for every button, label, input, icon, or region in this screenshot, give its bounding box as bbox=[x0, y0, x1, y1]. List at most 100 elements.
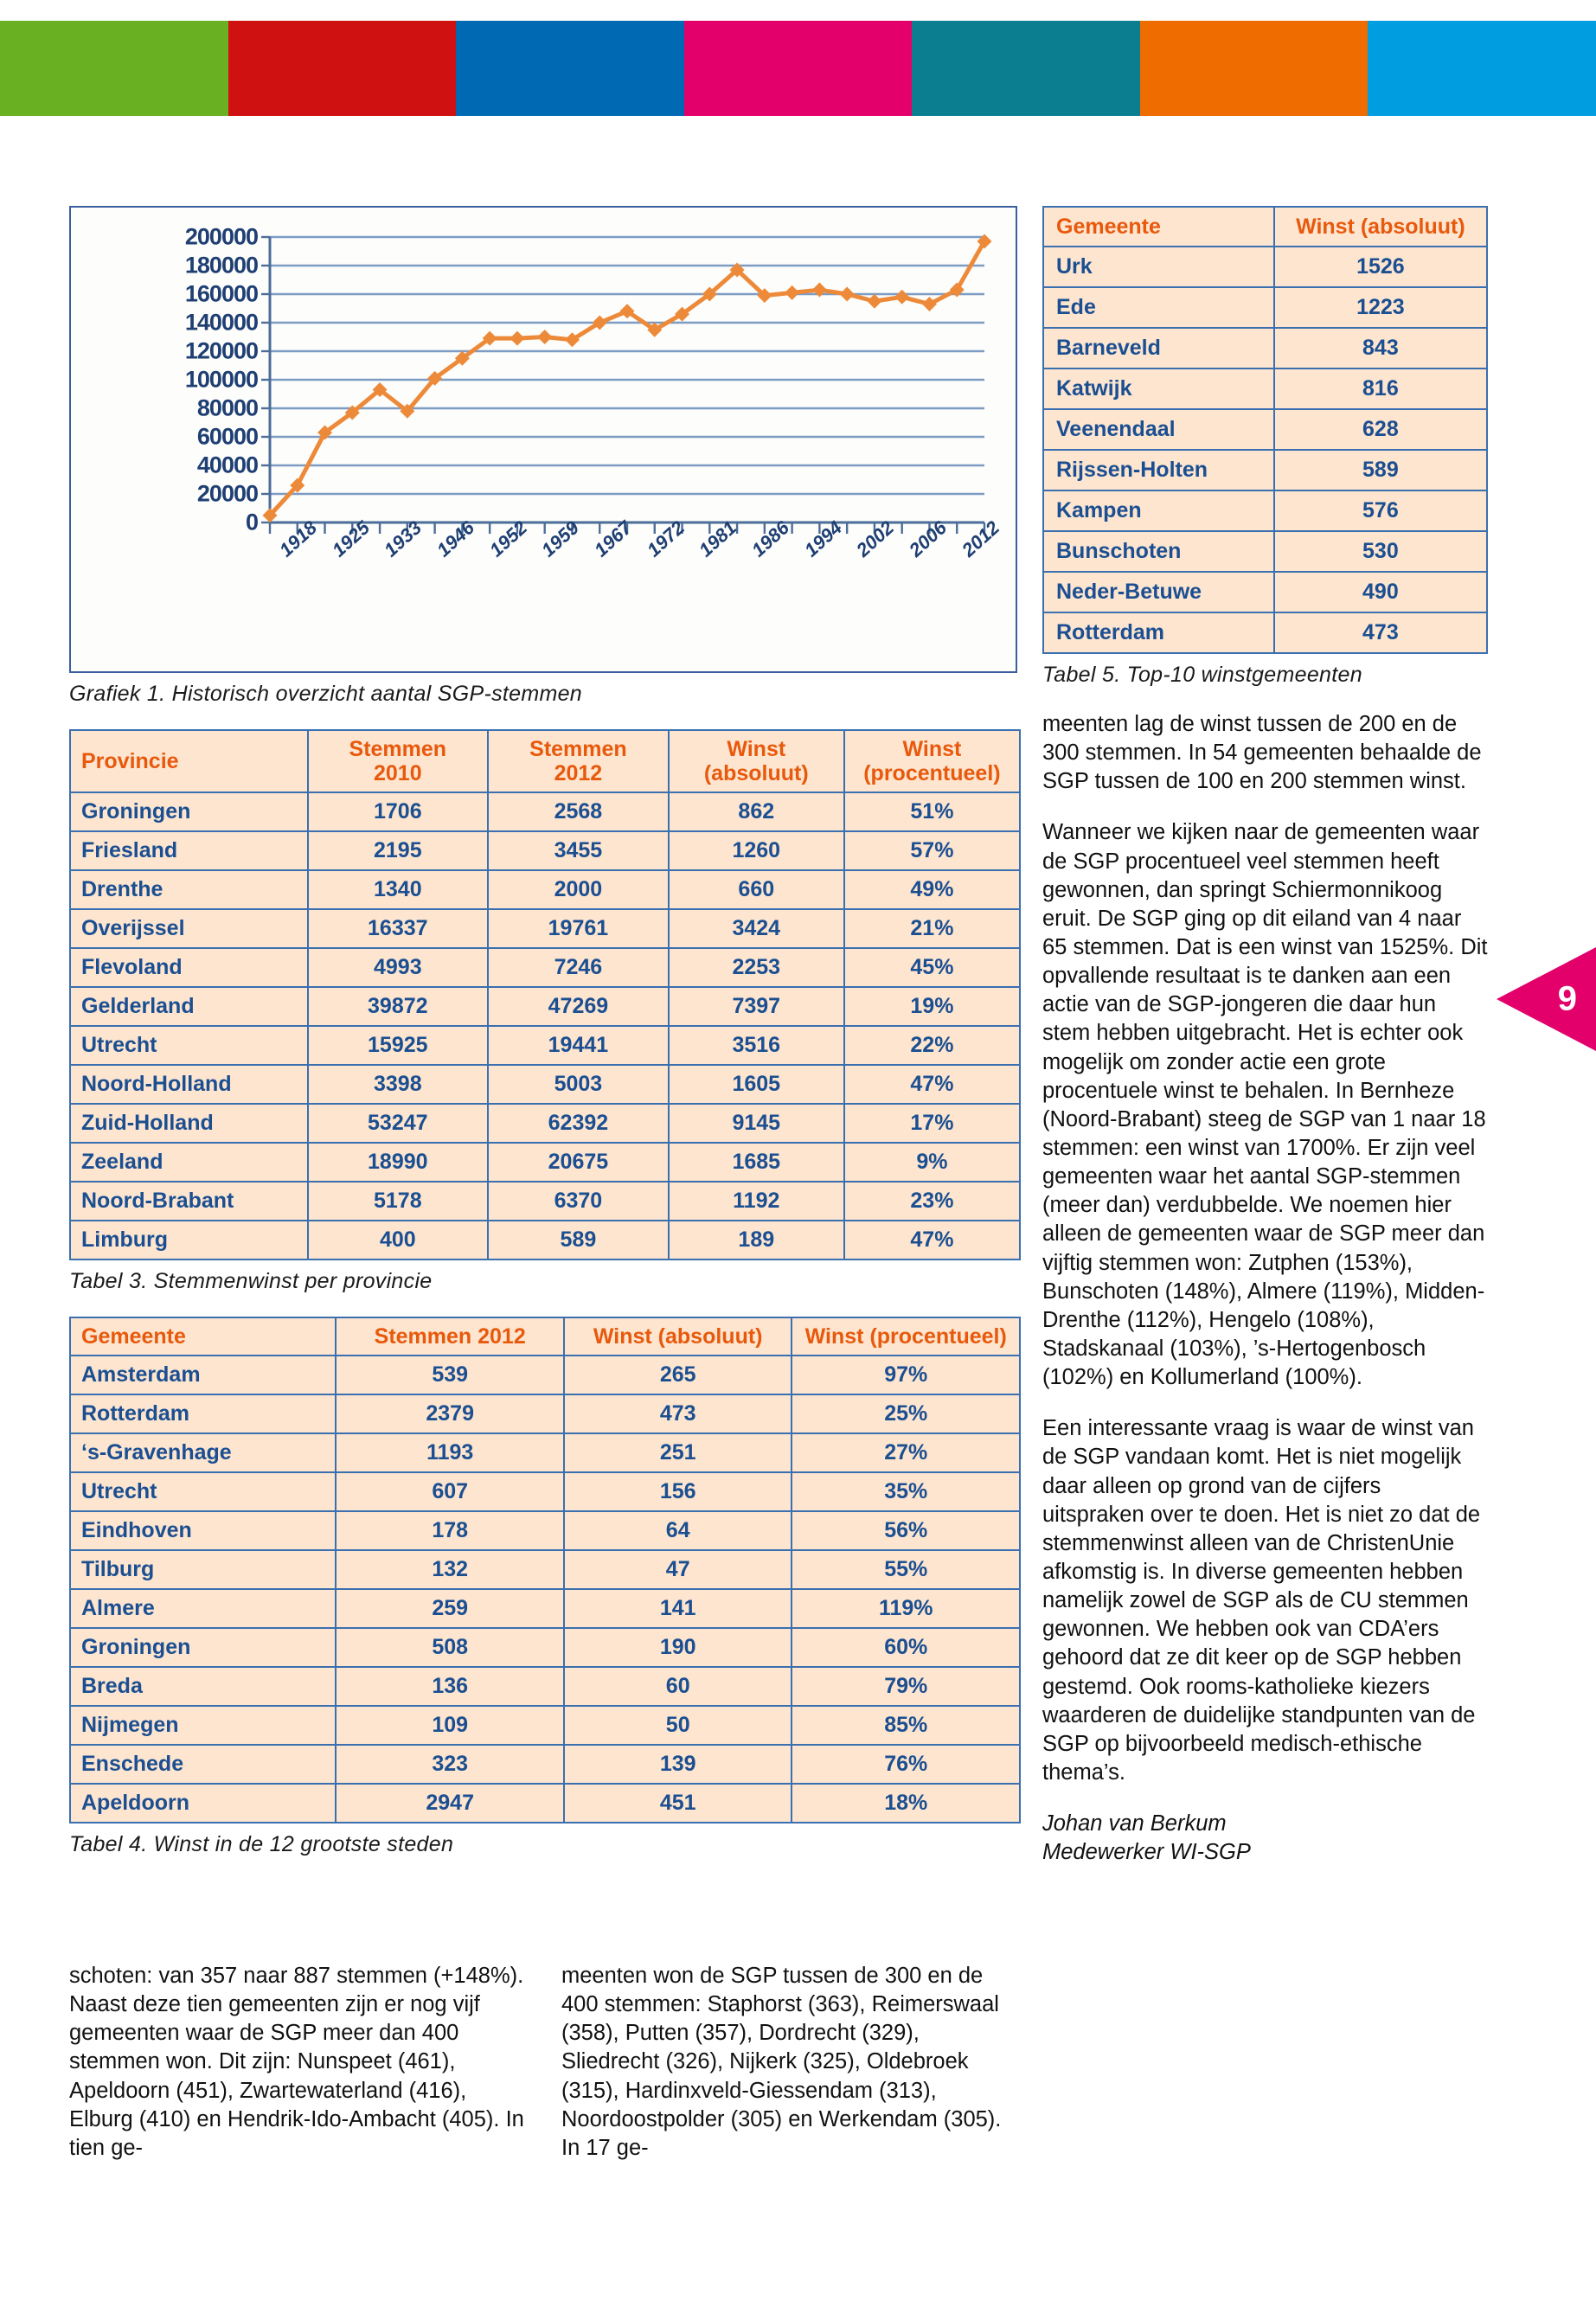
paragraph: Een interessante vraag is waar de winst … bbox=[1042, 1416, 1481, 1785]
author-role: Medewerker WI-SGP bbox=[1042, 1840, 1251, 1865]
column-header: Winst (absoluut) bbox=[667, 729, 845, 793]
table-body: Urk 1526 Ede 1223 Barneveld 843 Katwijk 816 Veen… bbox=[1042, 246, 1489, 654]
table-row: Apeldoorn 2947 451 18% bbox=[68, 1783, 1021, 1823]
data-cell: 6370 bbox=[487, 1181, 670, 1221]
table-row: Flevoland 4993 7246 2253 45% bbox=[69, 947, 1022, 988]
data-cell: 1706 bbox=[306, 792, 490, 832]
data-cell: 1526 bbox=[1272, 246, 1489, 288]
paragraph: Wanneer we kijken naar de gemeenten waar… bbox=[1042, 820, 1488, 1390]
data-cell: 45% bbox=[843, 947, 1022, 988]
data-cell: 17% bbox=[843, 1103, 1022, 1144]
data-point-marker bbox=[482, 330, 497, 346]
data-cell: 259 bbox=[335, 1588, 565, 1629]
series-line bbox=[268, 240, 987, 517]
color-swatch-light-blue bbox=[1368, 21, 1596, 116]
table-body: Amsterdam 539 265 97% Rotterdam 2379 473 25% ‘s-… bbox=[68, 1355, 1021, 1823]
bottom-column-left: schoten: van 357 naar 887 stemmen (+148%… bbox=[69, 1964, 524, 2160]
author-name: Johan van Berkum bbox=[1042, 1811, 1227, 1836]
data-cell: 35% bbox=[791, 1471, 1021, 1512]
table-row: Neder-Betuwe 490 bbox=[1042, 571, 1489, 613]
chart-svg bbox=[261, 234, 992, 534]
data-cell: 156 bbox=[562, 1471, 793, 1512]
column-header: Winst (procentueel) bbox=[843, 729, 1022, 793]
table-row: Bunschoten 530 bbox=[1042, 530, 1489, 573]
row-label-cell: Rotterdam bbox=[1042, 612, 1275, 654]
column-header: Stemmen 2012 bbox=[335, 1317, 565, 1356]
data-cell: 2379 bbox=[335, 1394, 565, 1434]
table-row: Overijssel 16337 19761 3424 21% bbox=[69, 908, 1022, 949]
chart-plot-area: 0 20000 40000 60000 80000 100000 120000 140000 1… bbox=[71, 208, 1016, 671]
chart-caption: Grafiek 1. Historisch overzicht aantal S… bbox=[69, 682, 582, 706]
table-row: Urk 1526 bbox=[1042, 246, 1489, 288]
data-cell: 816 bbox=[1272, 368, 1489, 410]
row-label-cell: Barneveld bbox=[1042, 327, 1275, 369]
color-swatch-magenta bbox=[683, 21, 913, 116]
color-swatch-green bbox=[0, 21, 228, 116]
data-cell: 109 bbox=[335, 1705, 565, 1746]
data-cell: 1605 bbox=[667, 1064, 845, 1105]
data-point-marker bbox=[729, 262, 745, 278]
data-cell: 47269 bbox=[487, 986, 670, 1027]
data-cell: 64 bbox=[562, 1510, 793, 1551]
data-point-marker bbox=[400, 403, 415, 419]
y-axis-tick-label: 80000 bbox=[196, 394, 259, 421]
top-color-bar bbox=[0, 21, 1596, 116]
data-cell: 47% bbox=[843, 1064, 1022, 1105]
table5-caption: Tabel 5. Top-10 winstgemeenten bbox=[1042, 663, 1362, 687]
y-axis-tick-label: 20000 bbox=[196, 480, 259, 507]
row-label-cell: Friesland bbox=[69, 830, 309, 871]
data-cell: 451 bbox=[562, 1783, 793, 1823]
data-cell: 56% bbox=[791, 1510, 1021, 1551]
data-cell: 5178 bbox=[306, 1181, 490, 1221]
table-row: Friesland 2195 3455 1260 57% bbox=[69, 830, 1022, 871]
data-cell: 9% bbox=[843, 1142, 1022, 1183]
data-point-marker bbox=[839, 286, 855, 302]
data-cell: 7246 bbox=[487, 947, 670, 988]
data-point-marker bbox=[894, 289, 910, 304]
data-cell: 3424 bbox=[667, 908, 845, 949]
table-top10-winstgemeenten: Gemeente Winst (absoluut) Urk 1526 Ede 1223 B… bbox=[1042, 206, 1489, 654]
data-point-marker bbox=[564, 332, 580, 348]
data-cell: 51% bbox=[843, 792, 1022, 832]
row-label-cell: Tilburg bbox=[68, 1549, 337, 1590]
column-header: Stemmen 2012 bbox=[487, 729, 670, 793]
row-label-cell: Enschede bbox=[68, 1744, 337, 1785]
y-axis-tick-label: 60000 bbox=[196, 423, 259, 450]
data-cell: 47 bbox=[562, 1549, 793, 1590]
data-cell: 5003 bbox=[487, 1064, 670, 1105]
table-header-row: Gemeente Stemmen 2012 Winst (absoluut) Wins… bbox=[68, 1317, 1021, 1356]
data-point-marker bbox=[949, 282, 965, 298]
row-label-cell: Neder-Betuwe bbox=[1042, 571, 1275, 613]
data-cell: 323 bbox=[335, 1744, 565, 1785]
article-body-right: meenten lag de winst tussen de 200 en de… bbox=[1042, 710, 1488, 1787]
color-swatch-teal bbox=[912, 21, 1140, 116]
data-cell: 60 bbox=[562, 1666, 793, 1707]
data-cell: 251 bbox=[562, 1433, 793, 1473]
row-label-cell: Zeeland bbox=[69, 1142, 309, 1183]
data-point-marker bbox=[811, 282, 827, 298]
data-point-marker bbox=[372, 382, 388, 398]
data-cell: 15925 bbox=[306, 1025, 490, 1066]
data-cell: 20675 bbox=[487, 1142, 670, 1183]
y-axis-tick-label: 40000 bbox=[196, 452, 259, 478]
data-point-marker bbox=[757, 288, 772, 304]
table-row: Groningen 1706 2568 862 51% bbox=[69, 792, 1022, 832]
bottom-text-columns: schoten: van 357 naar 887 stemmen (+148%… bbox=[69, 1962, 1021, 2163]
table-row: Groningen 508 190 60% bbox=[68, 1627, 1021, 1668]
data-cell: 57% bbox=[843, 830, 1022, 871]
data-point-marker bbox=[317, 425, 333, 440]
row-label-cell: Utrecht bbox=[68, 1471, 337, 1512]
row-label-cell: Limburg bbox=[69, 1220, 309, 1260]
table-header-row: Provincie Stemmen 2010 Stemmen 2012 Winst (abs… bbox=[69, 729, 1022, 793]
table-row: Amsterdam 539 265 97% bbox=[68, 1355, 1021, 1395]
y-axis-tick-label: 100000 bbox=[184, 366, 259, 393]
y-axis-tick-label: 160000 bbox=[184, 280, 259, 307]
data-cell: 23% bbox=[843, 1181, 1022, 1221]
row-label-cell: Rijssen-Holten bbox=[1042, 449, 1275, 491]
data-point-marker bbox=[785, 285, 800, 300]
data-cell: 576 bbox=[1272, 490, 1489, 532]
data-point-marker bbox=[702, 286, 717, 302]
data-point-marker bbox=[592, 315, 607, 330]
data-cell: 3398 bbox=[306, 1064, 490, 1105]
table-row: Breda 136 60 79% bbox=[68, 1666, 1021, 1707]
